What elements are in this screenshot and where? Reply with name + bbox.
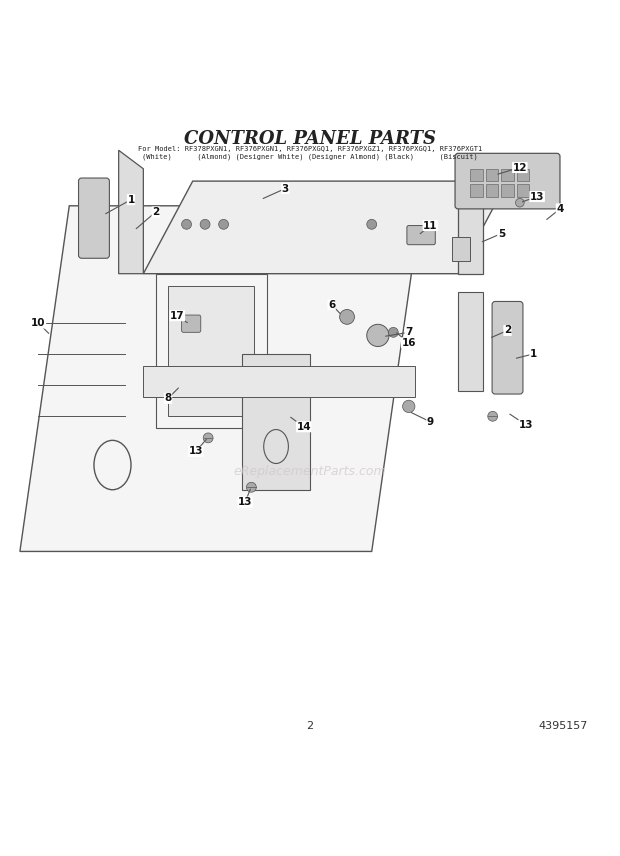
Text: 10: 10 <box>31 318 46 328</box>
Text: 11: 11 <box>423 221 438 230</box>
Text: 2: 2 <box>152 207 159 217</box>
Circle shape <box>488 412 498 421</box>
Text: 3: 3 <box>281 183 289 193</box>
Polygon shape <box>143 181 508 274</box>
Text: 13: 13 <box>238 497 252 507</box>
Circle shape <box>516 199 524 207</box>
Text: 4: 4 <box>556 204 564 214</box>
FancyBboxPatch shape <box>407 225 435 245</box>
Circle shape <box>388 327 398 337</box>
Polygon shape <box>118 151 143 274</box>
Polygon shape <box>458 292 483 391</box>
Bar <box>452 236 471 261</box>
Text: 4395157: 4395157 <box>538 721 588 730</box>
Bar <box>502 169 514 181</box>
Text: eReplacementParts.com: eReplacementParts.com <box>234 465 386 478</box>
Text: 17: 17 <box>170 311 185 321</box>
Bar <box>516 169 529 181</box>
Text: 6: 6 <box>328 300 335 310</box>
FancyBboxPatch shape <box>492 301 523 394</box>
FancyBboxPatch shape <box>455 153 560 209</box>
Circle shape <box>219 219 229 229</box>
Text: 12: 12 <box>513 163 527 173</box>
Text: 1: 1 <box>530 349 537 359</box>
Circle shape <box>367 219 377 229</box>
Bar <box>502 184 514 197</box>
Text: (White)      (Almond) (Designer White) (Designer Almond) (Black)      (Biscuit): (White) (Almond) (Designer White) (Desig… <box>142 153 478 160</box>
Text: 7: 7 <box>405 327 412 337</box>
Text: 13: 13 <box>519 420 533 430</box>
Circle shape <box>367 324 389 347</box>
Circle shape <box>340 310 355 324</box>
Text: 16: 16 <box>402 338 416 348</box>
Text: 14: 14 <box>296 422 311 431</box>
Text: 8: 8 <box>164 394 172 403</box>
Circle shape <box>402 401 415 413</box>
Polygon shape <box>143 366 415 397</box>
Text: 2: 2 <box>504 325 511 336</box>
Text: 13: 13 <box>188 447 203 456</box>
Polygon shape <box>20 205 421 551</box>
Bar <box>516 184 529 197</box>
Bar <box>168 286 254 416</box>
FancyBboxPatch shape <box>79 178 109 259</box>
Text: 5: 5 <box>498 229 505 239</box>
Circle shape <box>203 433 213 443</box>
Bar <box>471 184 483 197</box>
Bar <box>486 169 498 181</box>
Text: 2: 2 <box>306 721 314 730</box>
Circle shape <box>200 219 210 229</box>
FancyBboxPatch shape <box>182 315 201 332</box>
Polygon shape <box>458 181 483 274</box>
Bar <box>156 274 267 428</box>
Text: 13: 13 <box>530 192 544 201</box>
Polygon shape <box>242 354 310 490</box>
Bar <box>471 169 483 181</box>
Text: 9: 9 <box>427 417 434 427</box>
Circle shape <box>246 482 256 492</box>
Text: For Model: RF378PXGN1, RF376PXGN1, RF376PXGQ1, RF376PXGZ1, RF376PXGQ1, RF376PXGT: For Model: RF378PXGN1, RF376PXGN1, RF376… <box>138 146 482 152</box>
Circle shape <box>182 219 192 229</box>
Text: CONTROL PANEL PARTS: CONTROL PANEL PARTS <box>184 130 436 148</box>
Bar <box>486 184 498 197</box>
Text: 1: 1 <box>127 194 135 205</box>
